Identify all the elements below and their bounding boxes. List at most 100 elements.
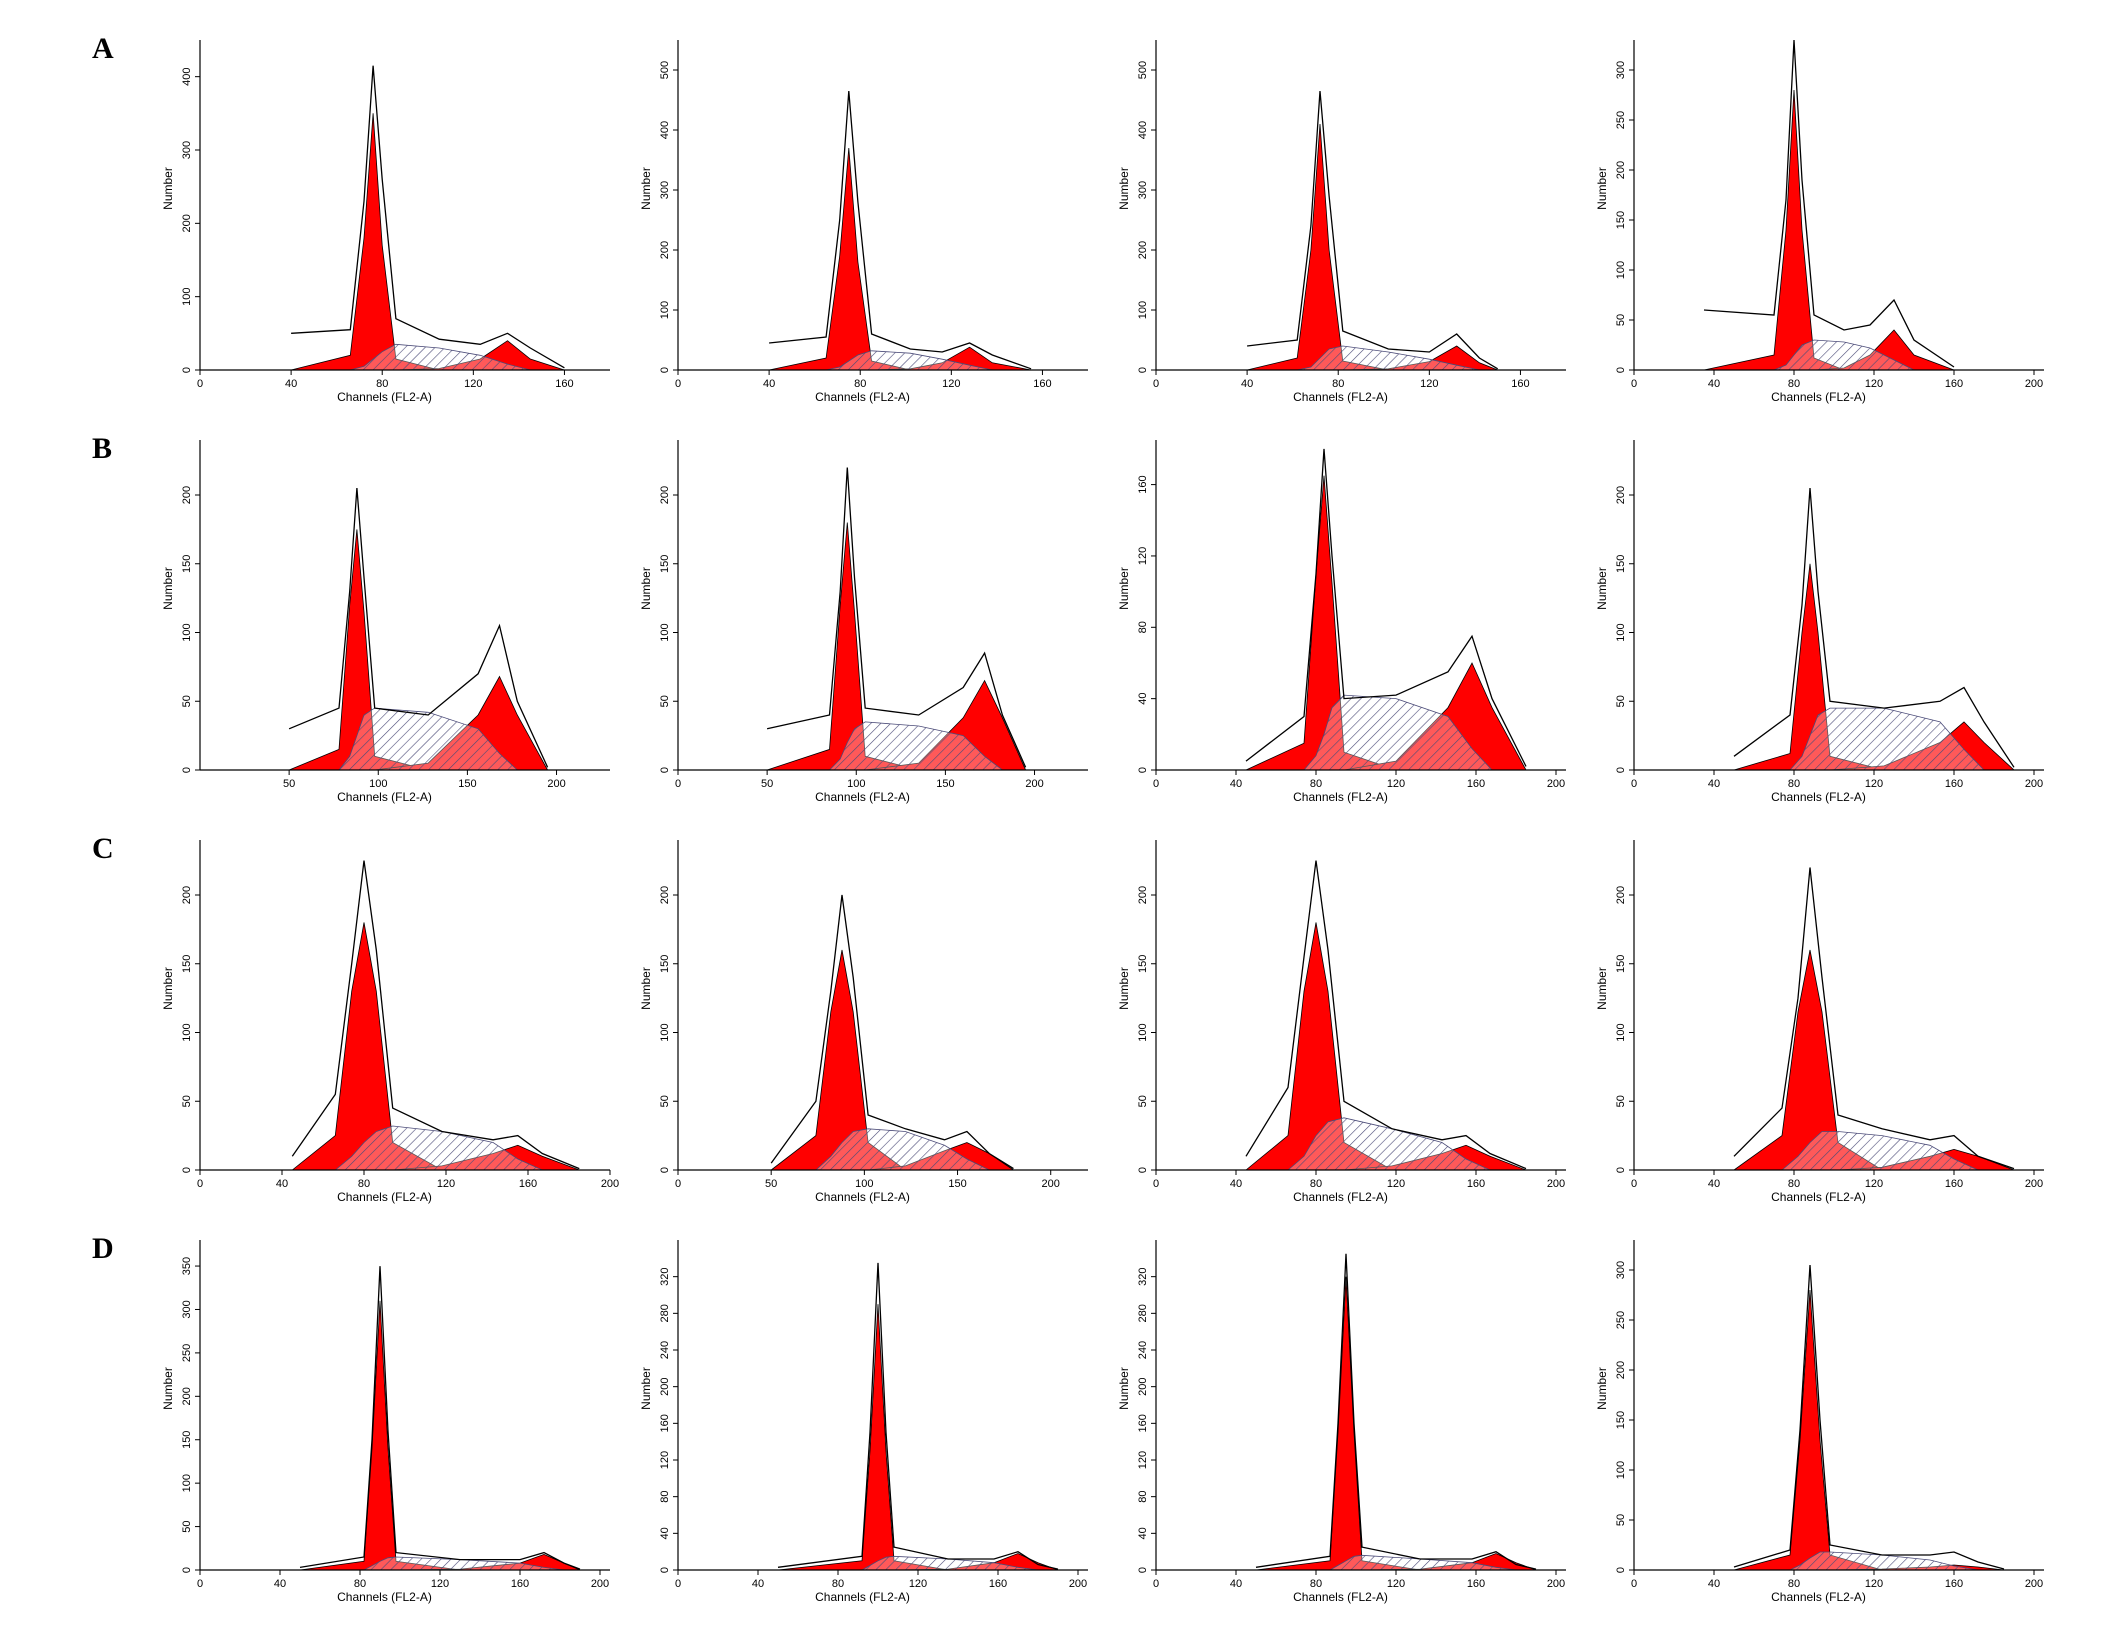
x-tick-label: 200: [1042, 1178, 1060, 1190]
histogram-line: [299, 1266, 581, 1570]
phase-area: [299, 1300, 580, 1571]
x-tick-label: 40: [274, 1578, 286, 1590]
y-tick-label: 0: [659, 767, 671, 773]
x-tick-label: 100: [369, 778, 387, 790]
y-tick-label: 0: [1137, 1167, 1149, 1173]
y-tick-label: 500: [659, 61, 671, 79]
y-tick-label: 0: [1137, 367, 1149, 373]
y-tick-label: 80: [1137, 1491, 1149, 1503]
panel: 0 40 80 120 160 200 0 50 100 150 200 Channels (FL2-…: [1117, 840, 1566, 1204]
x-tick-label: 40: [1230, 1578, 1242, 1590]
x-tick-label: 50: [283, 778, 295, 790]
phase-area: [777, 1304, 1058, 1571]
y-axis-label: Number: [639, 567, 653, 610]
x-tick-label: 160: [1467, 778, 1485, 790]
y-tick-label: 300: [181, 1300, 193, 1318]
x-tick-label: 160: [1511, 378, 1529, 390]
y-axis-label: Number: [639, 967, 653, 1010]
y-tick-label: 40: [659, 1527, 671, 1539]
x-tick-label: 0: [197, 1578, 203, 1590]
histogram-line: [1255, 1253, 1537, 1570]
y-tick-label: 200: [181, 214, 193, 232]
y-tick-label: 200: [181, 486, 193, 504]
y-tick-label: 200: [181, 886, 193, 904]
y-tick-label: 160: [659, 1414, 671, 1432]
panel: 0 40 80 120 160 200 0 50 100 150 200 250 300 350 Chann…: [161, 1240, 610, 1604]
x-tick-label: 200: [2025, 1178, 2043, 1190]
y-tick-label: 300: [1615, 61, 1627, 79]
x-tick-label: 0: [1631, 378, 1637, 390]
panel: 50 100 150 200 0 50 100 150 200 Channels (FL2-A) N…: [161, 440, 610, 804]
x-tick-label: 0: [1153, 778, 1159, 790]
y-tick-label: 100: [181, 1023, 193, 1041]
x-tick-label: 200: [1547, 778, 1565, 790]
y-tick-label: 300: [181, 141, 193, 159]
y-tick-label: 100: [659, 1023, 671, 1041]
x-tick-label: 160: [1467, 1178, 1485, 1190]
y-tick-label: 320: [659, 1267, 671, 1285]
x-axis-label: Channels (FL2-A): [337, 790, 432, 804]
histogram-line: [1703, 39, 1955, 368]
y-tick-label: 0: [1615, 1567, 1627, 1573]
y-tick-label: 50: [659, 1095, 671, 1107]
y-tick-label: 100: [1615, 1461, 1627, 1479]
x-tick-label: 150: [458, 778, 476, 790]
y-tick-label: 280: [659, 1304, 671, 1322]
x-tick-label: 0: [675, 778, 681, 790]
histogram-line: [1245, 860, 1527, 1170]
x-tick-label: 0: [197, 1178, 203, 1190]
histogram-line: [291, 860, 580, 1170]
x-tick-label: 80: [1788, 378, 1800, 390]
x-tick-label: 120: [1420, 378, 1438, 390]
histogram-line: [288, 488, 549, 768]
x-tick-label: 0: [1631, 778, 1637, 790]
histogram-line: [777, 1262, 1059, 1570]
x-tick-label: 40: [1708, 1578, 1720, 1590]
x-tick-label: 120: [1865, 378, 1883, 390]
x-tick-label: 80: [358, 1178, 370, 1190]
x-tick-label: 200: [1025, 778, 1043, 790]
x-tick-label: 0: [675, 1178, 681, 1190]
x-axis-label: Channels (FL2-A): [815, 790, 910, 804]
y-axis-label: Number: [1117, 167, 1131, 210]
x-tick-label: 0: [1631, 1178, 1637, 1190]
x-axis-label: Channels (FL2-A): [1293, 1590, 1388, 1604]
x-tick-label: 80: [1310, 1178, 1322, 1190]
x-axis-label: Channels (FL2-A): [815, 1590, 910, 1604]
phase-area: [769, 147, 1032, 371]
y-tick-label: 100: [181, 623, 193, 641]
x-tick-label: 120: [1865, 1578, 1883, 1590]
y-tick-label: 400: [659, 121, 671, 139]
x-tick-label: 40: [276, 1178, 288, 1190]
histogram-line: [1733, 867, 2015, 1170]
x-axis-label: Channels (FL2-A): [1771, 390, 1866, 404]
panel: 0 40 80 120 160 0 100 200 300 400 500 Channels (FL2…: [639, 40, 1088, 404]
y-tick-label: 200: [1615, 886, 1627, 904]
y-axis-label: Number: [161, 167, 175, 210]
y-tick-label: 40: [1137, 693, 1149, 705]
y-tick-label: 150: [1137, 955, 1149, 973]
phase-area: [1247, 123, 1498, 371]
y-tick-label: 50: [1615, 1514, 1627, 1526]
y-tick-label: 150: [659, 955, 671, 973]
x-axis-label: Channels (FL2-A): [815, 390, 910, 404]
y-axis-label: Number: [161, 567, 175, 610]
y-axis-label: Number: [161, 1367, 175, 1410]
y-tick-label: 400: [1137, 121, 1149, 139]
x-axis-label: Channels (FL2-A): [337, 1590, 432, 1604]
panel: 0 40 80 120 160 200 0 40 80 120 160 200 240 280 320 Cha…: [1117, 1240, 1566, 1604]
y-tick-label: 240: [659, 1341, 671, 1359]
row-label: D: [92, 1232, 114, 1265]
x-tick-label: 160: [1467, 1578, 1485, 1590]
x-tick-label: 200: [601, 1178, 619, 1190]
x-tick-label: 200: [547, 778, 565, 790]
histogram-line: [1733, 488, 2015, 768]
x-tick-label: 40: [1708, 378, 1720, 390]
panel: 0 40 80 120 160 200 0 50 100 150 200 250 300 Channels…: [1595, 39, 2044, 404]
x-tick-label: 160: [1945, 1578, 1963, 1590]
y-tick-label: 200: [181, 1387, 193, 1405]
y-tick-label: 0: [1615, 367, 1627, 373]
x-tick-label: 0: [1153, 1578, 1159, 1590]
x-tick-label: 0: [1153, 1178, 1159, 1190]
